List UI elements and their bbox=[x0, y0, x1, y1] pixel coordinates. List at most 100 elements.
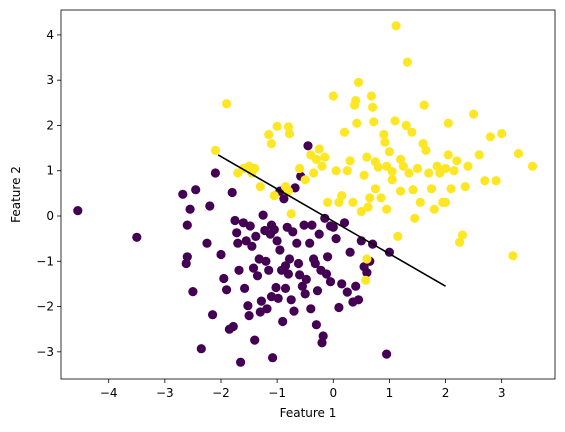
y-tick-label: −2 bbox=[36, 300, 54, 314]
point-class-0-50 bbox=[273, 293, 283, 303]
point-class-1-72 bbox=[426, 184, 437, 194]
point-class-1-89 bbox=[485, 132, 495, 142]
point-class-1-27 bbox=[331, 166, 341, 176]
point-class-1-60 bbox=[401, 120, 411, 131]
point-class-1-0 bbox=[222, 99, 232, 109]
point-class-1-61 bbox=[402, 57, 412, 67]
point-class-0-34 bbox=[251, 231, 261, 241]
point-class-0-48 bbox=[271, 282, 281, 293]
point-class-1-29 bbox=[337, 191, 347, 201]
point-class-0-55 bbox=[280, 283, 291, 293]
x-tick-label: −3 bbox=[156, 386, 174, 400]
point-class-0-69 bbox=[300, 289, 310, 299]
point-class-0-29 bbox=[244, 311, 254, 321]
point-class-0-23 bbox=[234, 265, 244, 275]
point-class-1-11 bbox=[272, 121, 282, 131]
point-class-0-32 bbox=[248, 263, 259, 273]
point-class-1-53 bbox=[384, 147, 394, 157]
x-tick-label: −4 bbox=[100, 386, 118, 400]
point-class-1-45 bbox=[368, 102, 378, 112]
point-class-1-101 bbox=[362, 254, 372, 264]
point-class-1-93 bbox=[513, 148, 524, 159]
decision-boundary-line bbox=[217, 154, 446, 287]
point-class-0-70 bbox=[301, 274, 311, 284]
point-class-1-94 bbox=[527, 161, 538, 171]
x-tick-label: 1 bbox=[386, 386, 394, 400]
point-class-0-95 bbox=[351, 281, 361, 291]
point-class-1-77 bbox=[440, 197, 451, 207]
point-class-0-1 bbox=[132, 232, 142, 242]
point-class-1-99 bbox=[382, 204, 392, 214]
point-class-1-14 bbox=[286, 209, 296, 219]
point-class-0-67 bbox=[297, 281, 307, 291]
point-class-0-71 bbox=[303, 141, 313, 151]
point-class-0-63 bbox=[292, 238, 302, 248]
point-class-0-43 bbox=[264, 265, 274, 275]
point-class-0-65 bbox=[295, 270, 305, 280]
y-tick-label: 2 bbox=[46, 118, 54, 132]
point-class-0-2 bbox=[178, 189, 188, 199]
point-class-1-1 bbox=[210, 145, 220, 155]
point-class-0-91 bbox=[339, 218, 350, 228]
point-class-0-28 bbox=[243, 301, 253, 311]
point-class-0-96 bbox=[353, 295, 364, 305]
point-class-0-90 bbox=[337, 279, 347, 289]
point-class-0-59 bbox=[286, 295, 296, 305]
point-class-1-79 bbox=[446, 184, 456, 194]
point-class-0-24 bbox=[236, 357, 246, 367]
point-class-1-10 bbox=[269, 191, 279, 201]
point-class-1-91 bbox=[497, 129, 507, 139]
point-class-1-46 bbox=[369, 117, 379, 127]
point-class-1-47 bbox=[370, 184, 380, 194]
point-class-0-72 bbox=[305, 238, 315, 248]
x-tick-label: 0 bbox=[329, 386, 337, 400]
point-class-0-77 bbox=[311, 320, 321, 330]
point-class-1-71 bbox=[424, 168, 434, 178]
point-class-0-79 bbox=[314, 229, 324, 239]
x-axis-label: Feature 1 bbox=[280, 406, 337, 420]
point-class-1-64 bbox=[408, 185, 418, 195]
points-layer bbox=[73, 21, 538, 367]
point-class-1-44 bbox=[366, 91, 376, 101]
point-class-1-18 bbox=[300, 175, 310, 185]
point-class-1-85 bbox=[463, 161, 473, 171]
point-class-1-49 bbox=[376, 193, 386, 203]
point-class-0-64 bbox=[293, 258, 304, 269]
point-class-1-22 bbox=[314, 144, 324, 154]
point-class-0-7 bbox=[188, 287, 198, 297]
point-class-0-13 bbox=[210, 168, 220, 178]
point-class-0-33 bbox=[250, 335, 260, 345]
point-class-0-11 bbox=[205, 201, 215, 211]
point-class-1-39 bbox=[359, 170, 369, 180]
point-class-1-84 bbox=[460, 182, 470, 192]
point-class-1-37 bbox=[353, 77, 364, 87]
point-class-0-12 bbox=[208, 310, 218, 320]
point-class-1-66 bbox=[412, 163, 423, 174]
point-class-1-21 bbox=[311, 154, 321, 164]
point-class-1-24 bbox=[320, 152, 330, 162]
point-class-1-100 bbox=[440, 163, 451, 174]
y-tick-label: −1 bbox=[36, 254, 54, 268]
point-class-0-105 bbox=[266, 220, 277, 230]
point-class-1-65 bbox=[410, 213, 420, 223]
point-class-1-31 bbox=[342, 166, 352, 176]
point-class-1-51 bbox=[380, 137, 390, 147]
point-class-1-98 bbox=[443, 150, 453, 160]
point-class-0-51 bbox=[275, 245, 285, 255]
point-class-0-54 bbox=[279, 194, 289, 204]
point-class-0-88 bbox=[331, 234, 341, 244]
point-class-1-30 bbox=[339, 127, 350, 137]
y-tick-label: 4 bbox=[46, 28, 54, 42]
point-class-1-81 bbox=[452, 156, 462, 166]
point-class-0-46 bbox=[268, 353, 278, 363]
point-class-1-50 bbox=[379, 129, 389, 140]
point-class-0-60 bbox=[288, 227, 298, 237]
point-class-0-89 bbox=[334, 302, 344, 313]
y-tick-label: 3 bbox=[46, 73, 54, 87]
point-class-0-3 bbox=[182, 220, 192, 230]
point-class-0-26 bbox=[240, 283, 250, 293]
point-class-0-42 bbox=[262, 304, 272, 314]
point-class-0-99 bbox=[362, 268, 372, 278]
point-class-0-10 bbox=[202, 238, 212, 248]
